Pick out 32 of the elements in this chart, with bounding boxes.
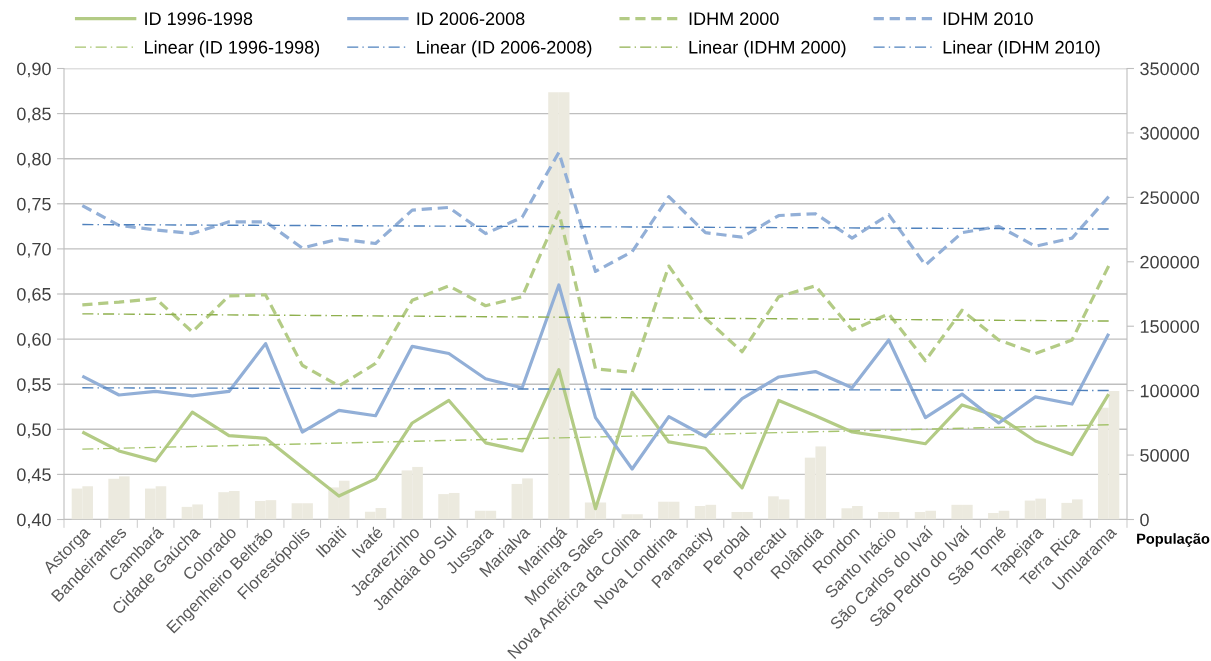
line-series: [80, 368, 1111, 511]
y-tick-label: 0,80: [17, 152, 51, 168]
line-series: [80, 283, 1111, 471]
y-tick-label: 0,70: [17, 242, 51, 258]
y2-tick-label: 300000: [1140, 126, 1200, 140]
y2-tick-label: 200000: [1140, 255, 1200, 269]
y-tick-label: 0,40: [17, 513, 51, 529]
legend-label: IDHM 2000: [689, 12, 779, 26]
legend-label: Linear (ID 2006-2008): [417, 40, 592, 58]
y2-tick-label: 50000: [1140, 449, 1189, 462]
y2-tick-label: 150000: [1140, 320, 1200, 333]
y-tick-label: 0,50: [17, 423, 51, 439]
y-tick-label: 0,85: [17, 107, 51, 123]
legend-label: Linear (IDHM 2000): [689, 40, 846, 58]
legend-label: Linear (ID 1996-1998): [145, 40, 320, 58]
line-series: [80, 150, 1111, 274]
legend-label: ID 1996-1998: [145, 12, 253, 26]
y-tick-label: 0,90: [17, 62, 51, 78]
y2-axis-title: População: [1137, 533, 1210, 547]
y-tick-label: 0,55: [17, 378, 51, 394]
y2-tick-label: 350000: [1140, 62, 1200, 76]
y-tick-label: 0,60: [17, 333, 51, 348]
y-tick-label: 0,75: [17, 197, 51, 213]
y-tick-label: 0,65: [17, 287, 51, 303]
y2-tick-label: 250000: [1140, 191, 1200, 205]
legend-label: IDHM 2010: [943, 12, 1033, 26]
y-tick-label: 0,45: [17, 468, 51, 484]
y2-tick-label: 0: [1140, 513, 1149, 527]
y2-tick-label: 100000: [1140, 384, 1200, 398]
legend-label: Linear (IDHM 2010): [943, 40, 1100, 58]
line-series: [80, 210, 1111, 388]
legend-label: ID 2006-2008: [417, 12, 525, 26]
